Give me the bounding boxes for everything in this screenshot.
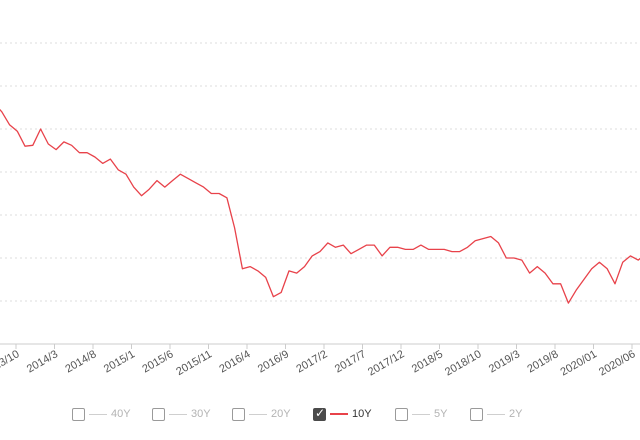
legend-line-swatch-5y xyxy=(412,413,430,415)
legend-line-swatch-2y xyxy=(487,413,505,415)
legend-checkbox-2y[interactable] xyxy=(470,407,483,421)
legend-item-20y[interactable]: 20Y xyxy=(232,406,291,422)
x-tick-label: 2019/3 xyxy=(487,348,522,375)
gridlines xyxy=(0,42,640,302)
x-tick-label: 2020/01 xyxy=(559,348,599,378)
legend-label-40y: 40Y xyxy=(111,408,131,420)
legend-label-20y: 20Y xyxy=(271,408,291,420)
legend-label-2y: 2Y xyxy=(509,408,523,420)
legend-item-30y[interactable]: 30Y xyxy=(152,406,211,422)
legend-line-swatch-10y xyxy=(330,413,348,415)
x-tick-label: 2017/7 xyxy=(333,348,368,375)
legend-label-10y: 10Y xyxy=(352,408,372,420)
check-icon: ✓ xyxy=(315,405,326,420)
chart-area: 2013/10 2014/3 2014/8 2015/1 2015/6 2015/11 20… xyxy=(0,42,640,378)
legend-item-2y[interactable]: 2Y xyxy=(470,406,522,422)
legend-item-10y[interactable]: ✓ 10Y xyxy=(313,406,372,422)
legend-line-swatch-40y xyxy=(89,413,107,415)
x-tick-label: 2019/8 xyxy=(525,348,560,375)
x-tick-label: 2015/1 xyxy=(102,348,137,375)
legend: 40Y 30Y 20Y ✓ 10Y 5Y 2Y xyxy=(0,400,640,430)
legend-checkbox-5y[interactable] xyxy=(395,407,408,421)
x-tick-label: 2016/9 xyxy=(256,348,291,375)
x-tick-label: 2015/6 xyxy=(140,348,175,375)
x-tick-label: 2014/8 xyxy=(63,348,98,375)
series-line-10y xyxy=(0,108,640,304)
x-tick-label: 2013/10 xyxy=(0,348,22,378)
legend-checkbox-10y[interactable]: ✓ xyxy=(313,405,326,421)
legend-checkbox-40y[interactable] xyxy=(72,407,85,421)
x-tick-label: 2016/4 xyxy=(217,348,252,375)
legend-checkbox-30y[interactable] xyxy=(152,407,165,421)
legend-item-40y[interactable]: 40Y xyxy=(72,406,131,422)
x-tick-label: 2018/5 xyxy=(410,348,445,375)
legend-item-5y[interactable]: 5Y xyxy=(395,406,447,422)
x-tick-label: 2017/2 xyxy=(294,348,329,375)
series-layer xyxy=(0,108,640,304)
legend-label-5y: 5Y xyxy=(434,408,448,420)
legend-label-30y: 30Y xyxy=(191,408,211,420)
x-tick-label: 2020/06 xyxy=(597,348,637,378)
x-tick-label: 2015/11 xyxy=(174,348,214,378)
legend-line-swatch-20y xyxy=(249,413,267,415)
legend-line-swatch-30y xyxy=(169,413,187,415)
x-tick-label: 2018/10 xyxy=(443,348,483,378)
x-tick-label: 2014/3 xyxy=(25,348,60,375)
legend-checkbox-20y[interactable] xyxy=(232,407,245,421)
x-tick-label: 2017/12 xyxy=(366,348,406,378)
